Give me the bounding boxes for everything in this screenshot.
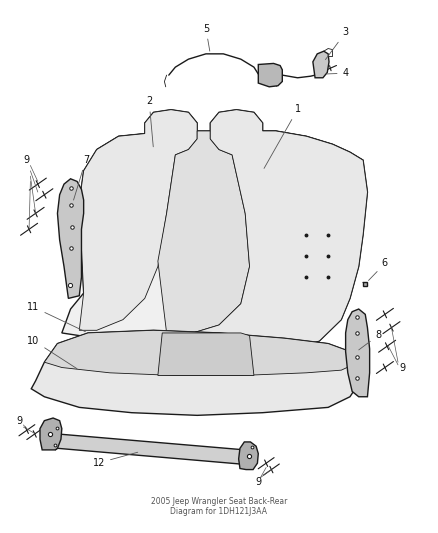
Text: 9: 9 <box>16 416 22 426</box>
Text: 6: 6 <box>368 259 388 280</box>
Text: 2005 Jeep Wrangler Seat Back-Rear
Diagram for 1DH121J3AA: 2005 Jeep Wrangler Seat Back-Rear Diagra… <box>151 497 287 516</box>
Text: 4: 4 <box>327 68 349 78</box>
Text: 12: 12 <box>93 452 138 468</box>
Polygon shape <box>31 330 359 415</box>
Text: 5: 5 <box>203 23 210 51</box>
Polygon shape <box>346 309 370 397</box>
Text: 10: 10 <box>27 336 77 369</box>
Polygon shape <box>55 434 246 464</box>
Text: 3: 3 <box>325 27 349 60</box>
Polygon shape <box>239 442 258 470</box>
Text: 9: 9 <box>255 477 261 487</box>
Polygon shape <box>62 110 367 352</box>
Text: 9: 9 <box>399 362 406 373</box>
Text: 7: 7 <box>74 155 89 200</box>
Polygon shape <box>258 63 283 87</box>
Text: 1: 1 <box>264 104 300 168</box>
Polygon shape <box>193 110 367 352</box>
Polygon shape <box>158 333 254 375</box>
Polygon shape <box>44 330 359 375</box>
Text: 11: 11 <box>27 302 85 332</box>
Text: 8: 8 <box>359 330 381 350</box>
Polygon shape <box>313 51 329 78</box>
Polygon shape <box>57 179 84 298</box>
Polygon shape <box>79 110 197 330</box>
Polygon shape <box>158 131 250 333</box>
Text: 9: 9 <box>23 155 29 165</box>
Polygon shape <box>40 418 62 450</box>
Text: 2: 2 <box>146 96 153 147</box>
